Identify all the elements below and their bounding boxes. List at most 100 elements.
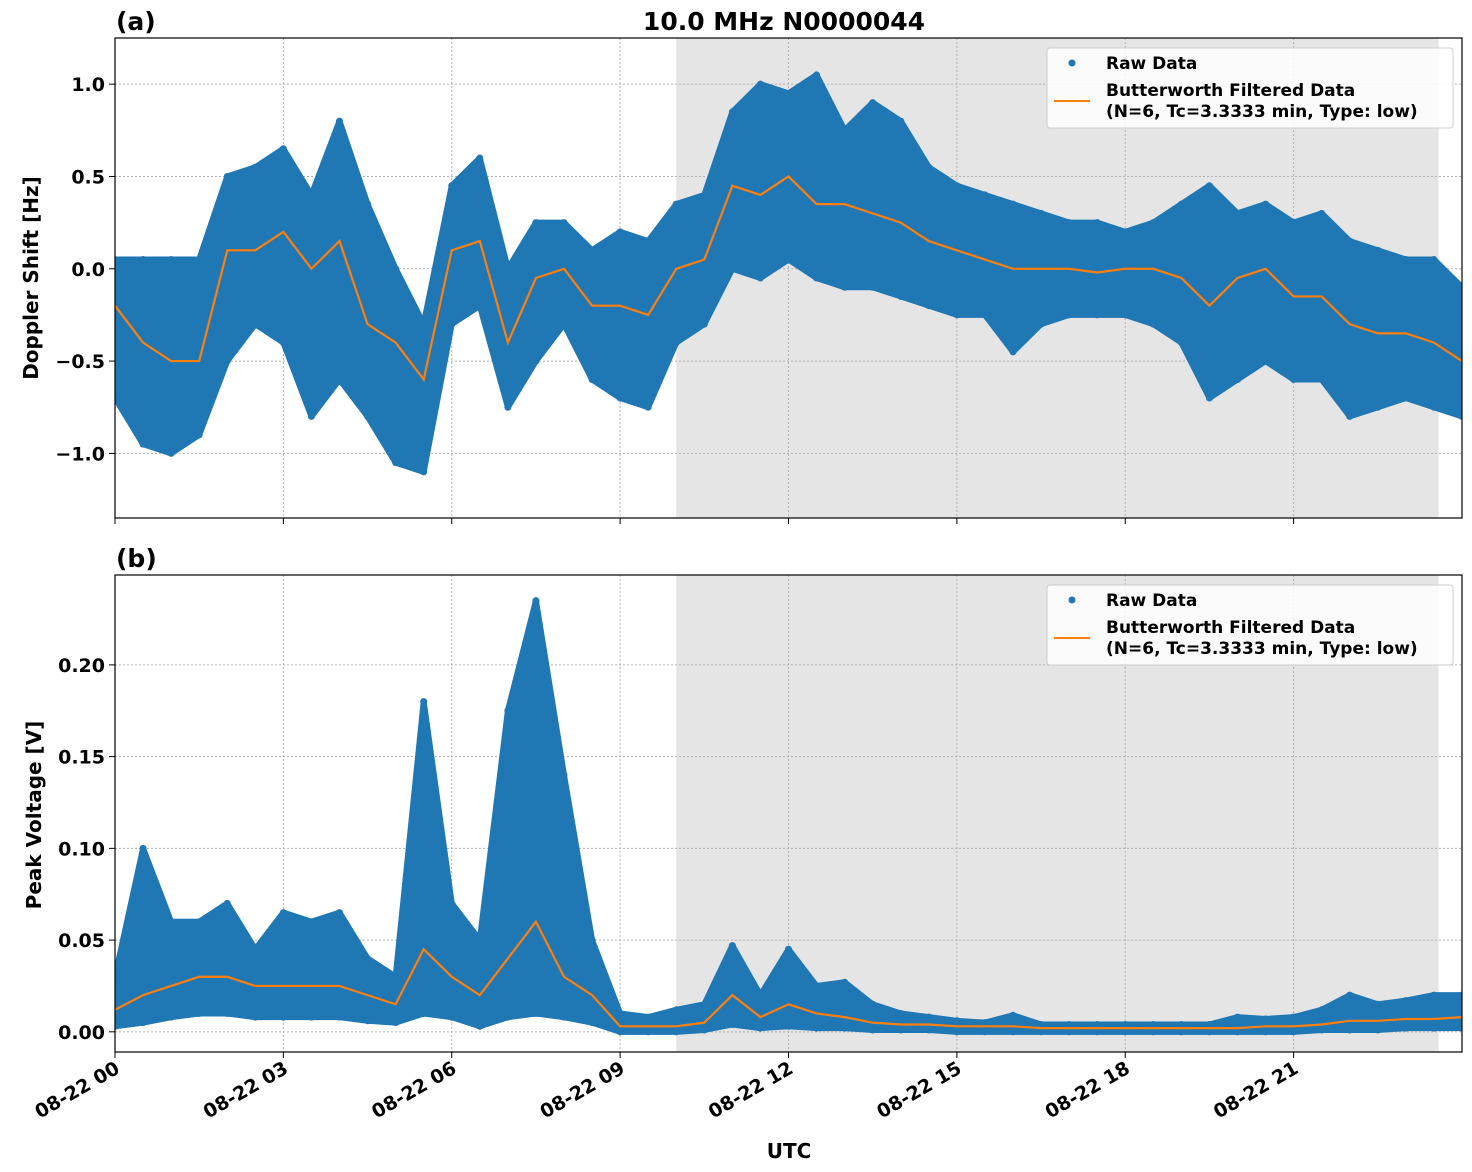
raw-data-point-max xyxy=(953,182,961,190)
y-tick-label: 1.0 xyxy=(71,74,105,96)
raw-data-point-min xyxy=(756,1024,764,1032)
legend-box xyxy=(1046,584,1454,666)
raw-data-point-min xyxy=(1037,320,1045,328)
raw-data-point-max xyxy=(251,945,259,953)
raw-data-point-max xyxy=(1290,1013,1298,1021)
raw-data-point-max xyxy=(1374,1000,1382,1008)
raw-data-point-min xyxy=(1346,1026,1354,1034)
legend-raw-label: Raw Data xyxy=(1106,591,1197,611)
raw-data-point-min xyxy=(504,1013,512,1021)
raw-data-point-min xyxy=(644,1028,652,1036)
raw-data-point-max xyxy=(1177,1020,1185,1028)
raw-data-point-max xyxy=(981,1019,989,1027)
raw-data-point-max xyxy=(756,80,764,88)
raw-data-band xyxy=(115,597,1462,1035)
raw-data-point-max xyxy=(448,182,456,190)
raw-data-point-min xyxy=(504,403,512,411)
raw-data-point-min xyxy=(1318,376,1326,384)
raw-data-point-min xyxy=(672,1028,680,1036)
raw-data-point-max xyxy=(700,191,708,199)
raw-data-point-max xyxy=(532,219,540,227)
raw-data-point-max xyxy=(1458,991,1462,999)
raw-data-point-min xyxy=(1290,376,1298,384)
raw-data-point-max xyxy=(504,707,512,715)
raw-data-point-max xyxy=(392,265,400,273)
raw-data-point-min xyxy=(925,1026,933,1034)
x-tick-label: 08-22 09 xyxy=(536,1057,628,1123)
raw-data-point-min xyxy=(672,339,680,347)
raw-data-point-min xyxy=(532,357,540,365)
raw-data-point-min xyxy=(1430,1024,1438,1032)
filtered-data-line xyxy=(115,175,1462,383)
raw-data-point-min xyxy=(813,1024,821,1032)
legend-filtered-label: Butterworth Filtered Data xyxy=(1106,81,1355,101)
legend-raw-label: Raw Data xyxy=(1106,54,1197,74)
raw-data-point-min xyxy=(420,1009,428,1017)
raw-data-point-max xyxy=(1234,209,1241,217)
raw-data-point-min xyxy=(1234,1028,1241,1036)
y-tick-label: 0.15 xyxy=(58,747,105,769)
raw-data-point-max xyxy=(869,99,877,107)
raw-data-point-min xyxy=(336,1013,343,1021)
raw-data-point-min xyxy=(841,283,849,291)
y-tick-label: 0.20 xyxy=(58,655,105,677)
raw-data-point-min xyxy=(251,320,259,328)
raw-data-point-max xyxy=(1458,283,1462,291)
legend-raw-marker xyxy=(1068,59,1076,67)
x-tick-label: 08-22 15 xyxy=(873,1057,965,1123)
raw-data-point-max xyxy=(560,219,568,227)
raw-data-point-min xyxy=(532,1009,540,1017)
raw-data-point-min xyxy=(728,265,736,273)
raw-data-point-max xyxy=(420,698,428,706)
raw-data-point-min xyxy=(336,376,343,384)
raw-data-point-max xyxy=(195,918,203,926)
raw-data-point-min xyxy=(307,412,315,420)
raw-data-point-max xyxy=(897,117,905,125)
raw-data-band xyxy=(115,71,1462,475)
raw-data-point-max xyxy=(448,899,456,907)
raw-data-point-min xyxy=(195,1009,203,1017)
raw-data-point-min xyxy=(785,256,792,264)
raw-data-point-max xyxy=(1262,1015,1270,1023)
raw-data-point-min xyxy=(1402,1024,1410,1032)
legend-filtered-label: Butterworth Filtered Data xyxy=(1106,618,1355,638)
raw-data-point-min xyxy=(476,1022,484,1030)
raw-data-point-max xyxy=(700,1000,708,1008)
raw-data-point-max xyxy=(1402,256,1410,264)
raw-data-point-max xyxy=(504,265,512,273)
figure-title: 10.0 MHz N0000044 xyxy=(643,7,925,36)
raw-data-point-min xyxy=(700,1026,708,1034)
raw-data-point-max xyxy=(672,200,680,208)
raw-data-point-max xyxy=(897,1009,905,1017)
axes-frame xyxy=(114,574,1463,1053)
raw-data-point-min xyxy=(953,311,961,319)
legend-box xyxy=(1046,47,1454,129)
raw-data-point-min xyxy=(139,440,147,448)
raw-data-point-min xyxy=(1402,394,1410,402)
raw-data-point-min xyxy=(644,403,652,411)
raw-data-point-min xyxy=(981,311,989,319)
raw-data-point-min xyxy=(869,1026,877,1034)
raw-data-point-min xyxy=(1262,1028,1270,1036)
raw-data-point-min xyxy=(1093,311,1101,319)
y-axis-label-a: Doppler Shift [Hz] xyxy=(19,176,43,380)
raw-data-point-max xyxy=(953,1017,961,1025)
raw-data-point-max xyxy=(476,154,484,162)
raw-data-point-max xyxy=(1430,991,1438,999)
panel-label-b: (b) xyxy=(116,544,157,573)
raw-data-point-max xyxy=(223,172,231,180)
raw-data-point-max xyxy=(1009,1011,1017,1019)
raw-data-point-max xyxy=(115,256,119,264)
y-tick-label: −0.5 xyxy=(55,351,105,373)
raw-data-point-min xyxy=(756,274,764,282)
legend: Raw Data Butterworth Filtered Data(N=6, T… xyxy=(1046,47,1454,129)
raw-data-point-max xyxy=(925,1013,933,1021)
raw-data-point-max xyxy=(307,918,315,926)
raw-data-point-max xyxy=(420,320,428,328)
raw-data-point-max xyxy=(588,936,596,944)
raw-data-point-min xyxy=(1262,357,1270,365)
raw-data-point-max xyxy=(307,191,315,199)
raw-data-point-max xyxy=(1065,1020,1073,1028)
raw-data-point-max xyxy=(644,1013,652,1021)
raw-data-point-min xyxy=(1346,412,1354,420)
